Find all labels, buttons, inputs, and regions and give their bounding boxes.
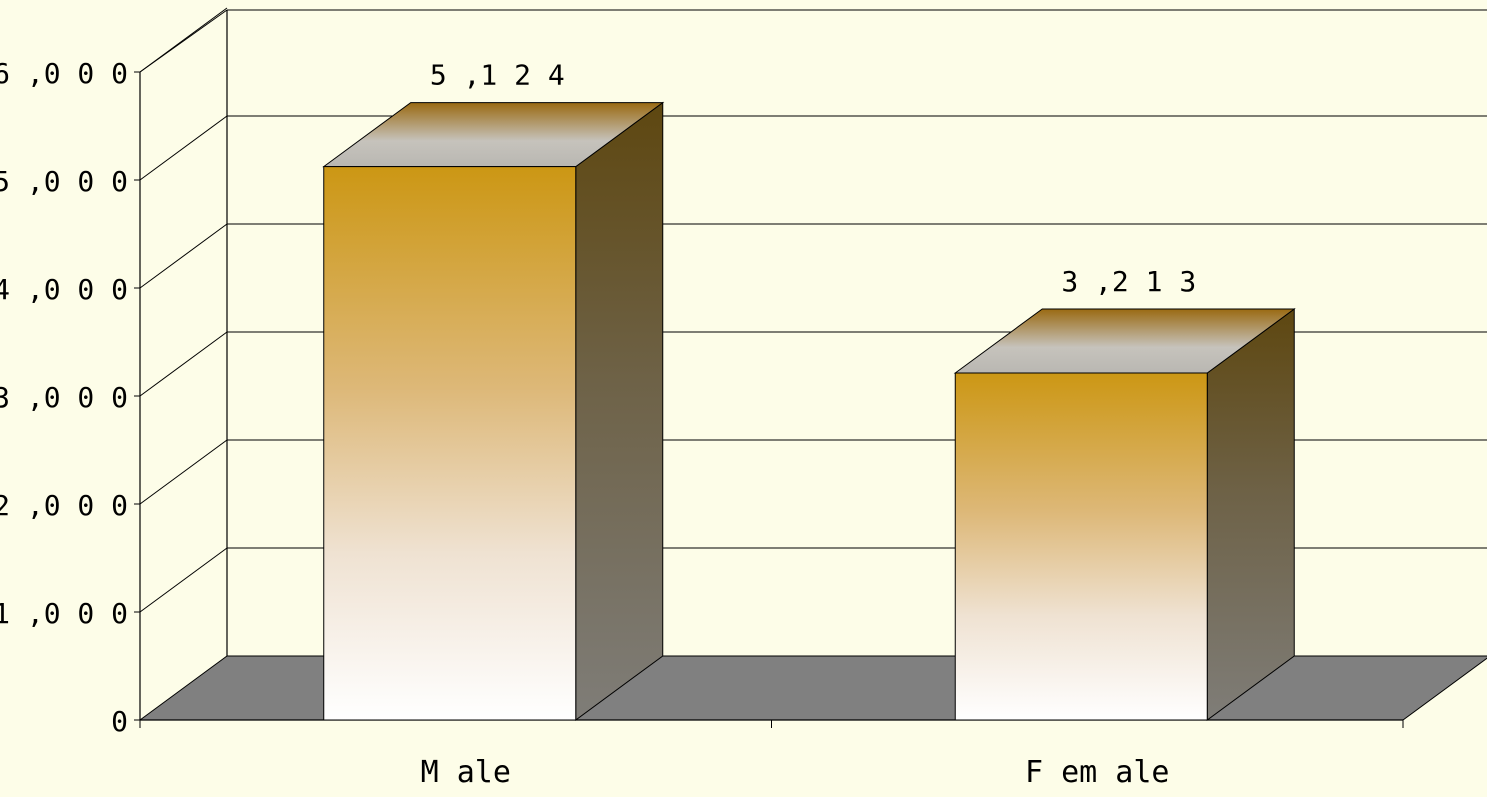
gridline-diagonal [139,7,228,73]
x-category-label: F em ale [1025,755,1170,790]
y-tick-label: 3 ,0 0 0 [0,381,128,414]
y-tick-label: 6 ,0 0 0 [0,57,128,90]
y-tick-label: 5 ,0 0 0 [0,165,128,198]
bar-front [323,166,577,721]
bar-value-label: 3 ,2 1 3 [1061,265,1196,298]
y-tick-label: 0 [111,705,128,738]
y-tick-label: 4 ,0 0 0 [0,273,128,306]
bar-front [954,372,1208,721]
bar-1 [953,308,1296,721]
gridline-diagonal [139,331,228,397]
y-tick-label: 1 ,0 0 0 [0,597,128,630]
gridline-diagonal [139,115,228,181]
gridline-diagonal [139,223,228,289]
bar-side [575,101,664,721]
bar-0 [322,101,665,721]
bar-side [1206,308,1295,721]
gridline-diagonal [139,547,228,613]
y-tick-label: 2 ,0 0 0 [0,489,128,522]
gridline-diagonal [139,439,228,505]
bar-value-label: 5 ,1 2 4 [430,59,565,92]
x-category-label: M ale [421,755,511,790]
